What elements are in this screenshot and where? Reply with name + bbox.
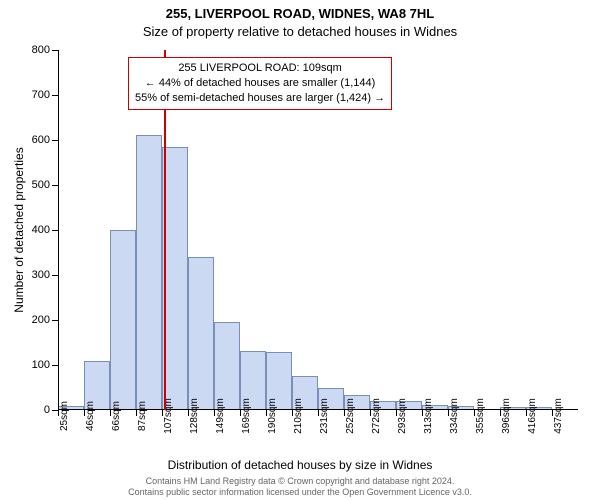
y-tick	[52, 95, 58, 96]
y-tick	[52, 230, 58, 231]
y-tick	[52, 365, 58, 366]
y-axis-label: Number of detached properties	[12, 147, 26, 312]
y-tick-label: 200	[32, 314, 50, 326]
y-tick	[52, 50, 58, 51]
x-tick-label: 149sqm	[215, 398, 226, 434]
x-tick-label: 210sqm	[293, 398, 304, 434]
plot-area: 010020030040050060070080025sqm46sqm66sqm…	[58, 50, 578, 410]
y-tick	[52, 275, 58, 276]
y-tick	[52, 185, 58, 186]
attribution-line1: Contains HM Land Registry data © Crown c…	[0, 476, 600, 487]
x-tick-label: 293sqm	[397, 398, 408, 434]
x-tick-label: 87sqm	[137, 401, 148, 431]
y-axis-label-wrap: Number of detached properties	[12, 50, 26, 410]
attribution-line2: Contains public sector information licen…	[0, 487, 600, 498]
callout-line2: ← 44% of detached houses are smaller (1,…	[135, 76, 385, 91]
x-tick-label: 190sqm	[267, 398, 278, 434]
x-tick-label: 416sqm	[527, 398, 538, 434]
y-tick-label: 700	[32, 89, 50, 101]
x-tick-label: 66sqm	[111, 401, 122, 431]
chart-subtitle: Size of property relative to detached ho…	[0, 24, 600, 39]
y-tick	[52, 140, 58, 141]
x-tick-label: 252sqm	[345, 398, 356, 434]
y-tick-label: 600	[32, 134, 50, 146]
callout-line1: 255 LIVERPOOL ROAD: 109sqm	[135, 61, 385, 76]
callout-line3: 55% of semi-detached houses are larger (…	[135, 91, 385, 106]
chart-title: 255, LIVERPOOL ROAD, WIDNES, WA8 7HL	[0, 6, 600, 21]
y-tick	[52, 320, 58, 321]
callout-box: 255 LIVERPOOL ROAD: 109sqm← 44% of detac…	[128, 57, 392, 110]
attribution: Contains HM Land Registry data © Crown c…	[0, 476, 600, 498]
x-axis-label: Distribution of detached houses by size …	[0, 458, 600, 472]
x-tick-label: 169sqm	[241, 398, 252, 434]
x-tick-label: 334sqm	[449, 398, 460, 434]
y-tick-label: 100	[32, 359, 50, 371]
x-tick-label: 272sqm	[371, 398, 382, 434]
y-tick-label: 300	[32, 269, 50, 281]
y-tick-label: 400	[32, 224, 50, 236]
y-tick-label: 800	[32, 44, 50, 56]
y-tick-label: 500	[32, 179, 50, 191]
x-tick-label: 46sqm	[85, 401, 96, 431]
chart-root: 255, LIVERPOOL ROAD, WIDNES, WA8 7HL Siz…	[0, 0, 600, 500]
y-tick-label: 0	[44, 404, 50, 416]
x-tick-label: 313sqm	[423, 398, 434, 434]
x-tick-label: 231sqm	[319, 398, 330, 434]
x-tick-label: 25sqm	[59, 401, 70, 431]
x-tick-label: 355sqm	[475, 398, 486, 434]
x-tick-label: 396sqm	[501, 398, 512, 434]
x-tick-label: 128sqm	[189, 398, 200, 434]
x-tick-label: 437sqm	[553, 398, 564, 434]
